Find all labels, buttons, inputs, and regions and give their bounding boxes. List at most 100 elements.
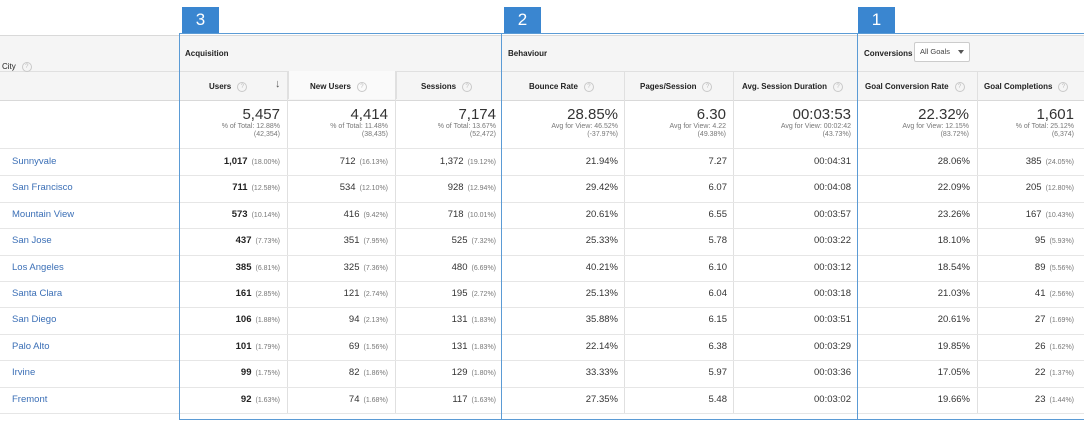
help-icon[interactable]: ? [21, 62, 32, 72]
new-users-cell: 534 (12.10%) [340, 182, 388, 193]
users-column-label: Users [209, 82, 232, 92]
help-icon[interactable]: ? [237, 82, 248, 92]
duration-value: 00:03:02 [814, 393, 851, 405]
users-cell: 101 (1.79%) [236, 341, 280, 352]
help-icon[interactable]: ? [954, 82, 965, 92]
help-icon[interactable]: ? [583, 82, 594, 92]
percent-of-total: (10.43%) [1045, 211, 1074, 219]
avg-session-duration-column-header[interactable]: Avg. Session Duration? [742, 82, 844, 92]
pages-cell: 5.78 [709, 235, 728, 246]
new-users-value: 121 [343, 288, 360, 299]
city-header[interactable]: City? [2, 62, 32, 72]
comp-cell: 385 (24.05%) [1026, 156, 1074, 167]
percent-of-total: (7.32%) [471, 238, 496, 246]
help-icon[interactable]: ? [356, 82, 367, 92]
new-users-total-value: 4,414 [350, 106, 388, 123]
bounce-cell: 25.33% [586, 235, 618, 246]
percent-of-total: (18.00%) [251, 159, 280, 166]
goal-completions-total: 1,601 % of Total: 25.12% (6,374) [978, 106, 1074, 139]
row-divider [0, 413, 1084, 414]
percent-of-total: (19.12%) [467, 159, 496, 166]
bounce-cell: 25.13% [586, 288, 618, 299]
sessions-cell: 1,372 (19.12%) [440, 156, 496, 167]
column-header-band [0, 71, 1084, 101]
city-link[interactable]: San Francisco [12, 182, 73, 194]
city-header-label: City [2, 62, 16, 72]
duration-cell: 00:04:31 [814, 156, 851, 167]
sessions-column-header[interactable]: Sessions? [421, 82, 473, 92]
users-cell: 711 (12.58%) [232, 182, 280, 193]
bounce-cell: 35.88% [586, 314, 618, 325]
comp-cell: 22 (1.37%) [1035, 367, 1074, 378]
pages-value: 7.27 [708, 156, 728, 167]
sort-desc-arrow-icon[interactable]: ↓ [275, 78, 281, 90]
sessions-column-label: Sessions [421, 82, 457, 92]
row-divider [0, 386, 1084, 388]
conv-value: 22.09% [937, 182, 970, 194]
goal-conversion-rate-column-header[interactable]: Goal Conversion Rate? [865, 82, 965, 92]
help-icon[interactable]: ? [702, 82, 713, 92]
city-link[interactable]: Los Angeles [12, 261, 64, 273]
bounce-rate-total: 28.85% Avg for View: 46.52% (-37.97%) [504, 106, 618, 139]
help-icon[interactable]: ? [462, 82, 473, 92]
bounce-value: 20.61% [585, 208, 618, 220]
city-link[interactable]: Santa Clara [12, 288, 63, 299]
step-badge-1: 1 [858, 7, 895, 33]
row-divider [0, 333, 1084, 335]
sessions-cell: 928 (12.94%) [448, 182, 496, 193]
sessions-total-line2: (52,472) [469, 131, 496, 138]
duration-value: 00:03:18 [814, 288, 851, 299]
highlight-frame-conversions [857, 33, 1084, 420]
sessions-value: 131 [451, 314, 468, 326]
city-link[interactable]: Sunnyvale [12, 156, 57, 167]
goal-conversion-rate-total-line1: Avg for View: 12.15% [902, 123, 969, 130]
goal-completions-column-label: Goal Completions [984, 82, 1053, 92]
new-users-value: 94 [348, 314, 360, 326]
new-users-cell: 69 (1.56%) [349, 341, 388, 352]
pages-cell: 5.97 [709, 367, 728, 378]
duration-cell: 00:04:08 [814, 182, 851, 193]
duration-value: 00:03:12 [814, 261, 851, 273]
pages-value: 6.04 [708, 288, 728, 299]
city-link[interactable]: Irvine [12, 367, 36, 379]
step-badge-3: 3 [182, 7, 219, 33]
goal-select-dropdown[interactable]: All Goals [914, 42, 970, 62]
comp-value: 95 [1034, 235, 1046, 247]
city-link[interactable]: Mountain View [12, 208, 75, 220]
percent-of-total: (1.83%) [471, 317, 496, 325]
row-divider [0, 228, 1084, 230]
help-icon[interactable]: ? [1058, 82, 1069, 92]
goal-completions-column-header[interactable]: Goal Completions? [984, 82, 1069, 92]
goal-completions-total-line2: (6,374) [1051, 131, 1074, 138]
percent-of-total: (1.63%) [471, 396, 496, 404]
new-users-value: 416 [343, 208, 360, 220]
city-link[interactable]: Palo Alto [12, 340, 50, 352]
percent-of-total: (5.93%) [1049, 238, 1074, 246]
help-icon[interactable]: ? [833, 82, 844, 92]
pages-session-column-header[interactable]: Pages/Session? [640, 82, 713, 92]
conv-cell: 21.03% [938, 288, 970, 299]
new-users-value: 82 [348, 367, 360, 379]
new-users-cell: 74 (1.68%) [349, 394, 388, 405]
users-cell: 573 (10.14%) [232, 209, 280, 220]
users-value: 1,017 [223, 156, 248, 167]
city-link[interactable]: Fremont [12, 393, 48, 405]
users-value: 99 [240, 367, 252, 379]
comp-value: 385 [1025, 156, 1042, 167]
sessions-cell: 117 (1.63%) [452, 394, 496, 405]
conv-value: 17.05% [937, 367, 970, 379]
users-column-header[interactable]: Users? [209, 82, 248, 92]
comp-value: 89 [1034, 261, 1046, 273]
city-link[interactable]: San Diego [12, 314, 57, 326]
bounce-value: 27.35% [585, 393, 618, 405]
duration-value: 00:03:22 [814, 235, 851, 247]
comp-cell: 23 (1.44%) [1035, 394, 1074, 405]
percent-of-total: (1.79%) [255, 343, 280, 351]
bounce-rate-column-header[interactable]: Bounce Rate? [529, 82, 594, 92]
avg-session-duration-column-label: Avg. Session Duration [742, 82, 828, 92]
goal-conversion-rate-total-line2: (83.72%) [940, 131, 969, 138]
pages-session-column-label: Pages/Session [640, 82, 697, 92]
new-users-column-header[interactable]: New Users? [310, 82, 367, 92]
city-link[interactable]: San Jose [12, 235, 52, 247]
pages-value: 6.38 [708, 340, 728, 352]
